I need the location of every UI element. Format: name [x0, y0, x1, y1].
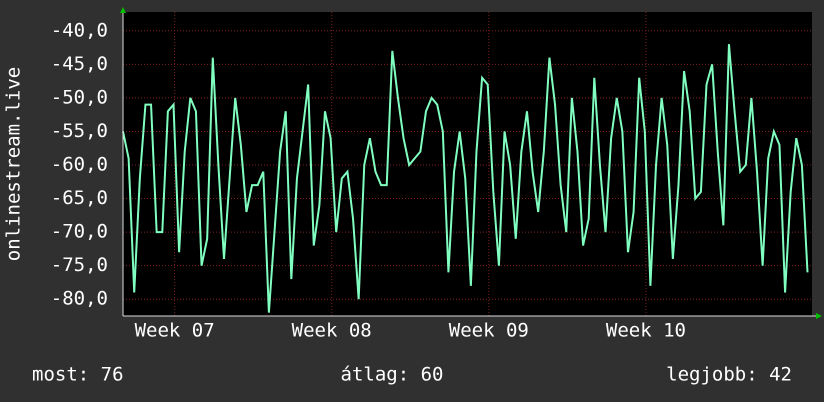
y-tick-label: -70,0	[51, 221, 108, 243]
y-tick-label: -45,0	[51, 53, 108, 75]
y-tick-label: -75,0	[51, 254, 108, 276]
y-tick-label: -60,0	[51, 154, 108, 176]
y-axis-label: onlinestream.live	[3, 67, 25, 261]
footer-current: most: 76	[32, 364, 124, 386]
y-arrow	[120, 7, 126, 13]
footer-best: legjobb: 42	[666, 364, 792, 386]
x-tick-label: Week 09	[449, 320, 529, 342]
y-tick-label: -65,0	[51, 187, 108, 209]
plot-area	[123, 12, 812, 316]
x-tick-label: Week 07	[135, 320, 215, 342]
y-tick-label: -40,0	[51, 19, 108, 41]
y-tick-label: -50,0	[51, 86, 108, 108]
x-tick-label: Week 08	[292, 320, 372, 342]
x-arrow	[816, 313, 822, 319]
data-line	[122, 44, 809, 313]
x-tick-label: Week 10	[606, 320, 686, 342]
footer-average: átlag: 60	[341, 364, 444, 386]
y-tick-label: -80,0	[51, 288, 108, 310]
y-tick-label: -55,0	[51, 120, 108, 142]
